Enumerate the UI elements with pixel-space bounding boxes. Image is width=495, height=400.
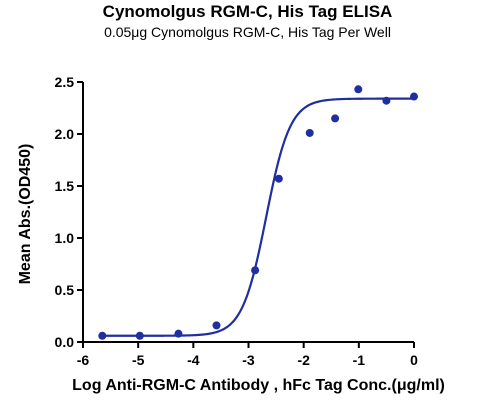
y-tick-label: 2.5 [55, 74, 75, 90]
data-point [98, 331, 107, 340]
data-point [274, 174, 283, 183]
data-point [305, 128, 314, 137]
y-tick-label: 1.0 [55, 230, 75, 246]
y-tick-label: 0.0 [55, 334, 75, 350]
y-tick-label: 1.5 [55, 178, 75, 194]
data-point [174, 329, 183, 338]
chart-title: Cynomolgus RGM-C, His Tag ELISA [102, 2, 393, 21]
data-point [251, 266, 260, 275]
data-point [331, 114, 340, 123]
y-tick-label: 0.5 [55, 282, 75, 298]
data-point [212, 321, 221, 330]
data-point [410, 92, 418, 101]
x-tick-label: -3 [242, 352, 255, 368]
chart-subtitle: 0.05μg Cynomolgus RGM-C, His Tag Per Wel… [104, 24, 391, 40]
data-point [354, 85, 363, 94]
fit-curve [102, 97, 414, 337]
x-tick-label: -5 [132, 352, 145, 368]
x-tick-label: 0 [410, 352, 418, 368]
y-axis-label: Mean Abs.(OD450) [17, 144, 34, 285]
x-tick-label: -2 [297, 352, 310, 368]
data-point [382, 96, 391, 105]
data-point [135, 331, 144, 340]
x-tick-label: -6 [77, 352, 90, 368]
x-tick-label: -1 [353, 352, 366, 368]
x-tick-label: -4 [187, 352, 200, 368]
y-tick-label: 2.0 [55, 126, 75, 142]
x-axis-label: Log Anti-RGM-C Antibody , hFc Tag Conc.(… [72, 377, 445, 394]
